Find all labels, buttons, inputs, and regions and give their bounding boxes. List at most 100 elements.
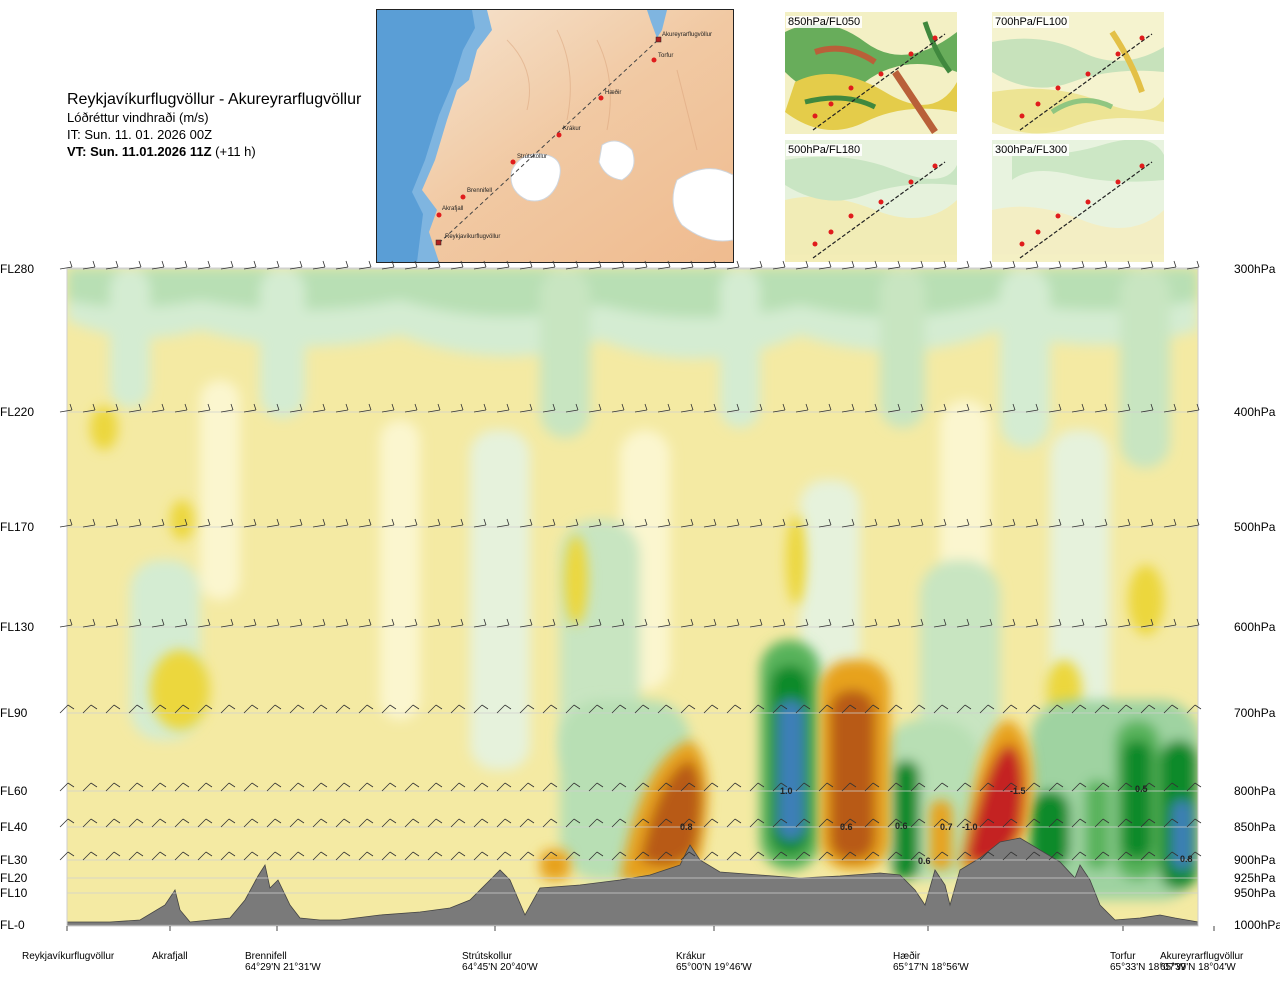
location-coordinates: 64°29'N 21°31'W: [245, 962, 321, 973]
mini-map-500-svg: [785, 140, 957, 262]
svg-text:Krákur: Krákur: [563, 126, 581, 132]
wind-barb: [220, 618, 234, 628]
wind-barb: [427, 518, 441, 528]
contour-label: 0.6: [840, 822, 853, 832]
wind-barb: [749, 618, 763, 628]
wind-barb: [795, 851, 811, 861]
wind-barb: [1002, 260, 1016, 270]
wind-barb: [726, 260, 740, 270]
wind-barb: [1140, 618, 1154, 628]
wind-barb: [243, 851, 259, 861]
wind-barb: [887, 260, 901, 270]
wind-barb: [542, 260, 556, 270]
wind-barb: [128, 618, 142, 628]
wind-barb: [151, 618, 165, 628]
issue-time: IT: Sun. 11. 01. 2026 00Z: [67, 127, 213, 142]
wind-barb: [841, 618, 855, 628]
location-label: Reykjavíkurflugvöllur: [22, 951, 114, 962]
wind-barb: [243, 403, 257, 413]
wind-barb: [726, 851, 742, 861]
wind-barb: [404, 403, 418, 413]
pressure-level-label: 850hPa: [1234, 820, 1276, 834]
wind-barb: [611, 818, 627, 828]
wind-barb: [1071, 704, 1087, 714]
wind-barb: [243, 704, 259, 714]
wind-barb: [1071, 782, 1087, 792]
wind-barb: [473, 704, 489, 714]
wind-barb: [496, 618, 510, 628]
wind-barb: [542, 818, 558, 828]
wind-barb: [887, 851, 903, 861]
wind-barb: [1002, 704, 1018, 714]
wind-barb: [128, 260, 142, 270]
wind-barb: [887, 782, 903, 792]
wind-barb: [1140, 782, 1156, 792]
wind-barb: [1094, 782, 1110, 792]
wind-barb: [1025, 618, 1039, 628]
wind-barb: [956, 518, 970, 528]
wind-barb: [588, 618, 602, 628]
wind-barb: [933, 518, 947, 528]
wind-barb: [197, 782, 213, 792]
wind-barb: [496, 518, 510, 528]
location-name: Hæðir: [893, 951, 921, 962]
wind-barb: [335, 818, 351, 828]
wind-barb: [404, 818, 420, 828]
wind-barb: [1002, 618, 1016, 628]
wind-barb: [841, 260, 855, 270]
wind-barb: [381, 704, 397, 714]
wind-barb: [1071, 618, 1085, 628]
mini-map-label: 700hPa/FL100: [993, 16, 1070, 28]
wind-barb: [266, 818, 282, 828]
wind-barb: [565, 518, 579, 528]
location-coordinates: 64°45'N 20°40'W: [462, 962, 538, 973]
mini-map-label: 850hPa/FL050: [786, 16, 863, 28]
wind-barb: [634, 260, 648, 270]
wind-barb: [82, 618, 96, 628]
flight-level-label: FL-0: [0, 918, 25, 932]
wind-barb: [772, 403, 786, 413]
level-lines: [67, 268, 1198, 926]
wind-barb: [59, 403, 73, 413]
wind-barb: [519, 618, 533, 628]
wind-barb: [266, 851, 282, 861]
wind-barb: [910, 618, 924, 628]
wind-barb: [289, 260, 303, 270]
wind-barb: [910, 518, 924, 528]
mini-map-700: 700hPa/FL100: [992, 12, 1164, 134]
wind-barb: [795, 704, 811, 714]
wind-barb: [358, 704, 374, 714]
wind-barb: [82, 851, 98, 861]
wind-barb: [496, 260, 510, 270]
wind-barb: [1186, 704, 1202, 714]
wind-barb: [220, 518, 234, 528]
wind-barb: [381, 403, 395, 413]
wind-barb: [450, 518, 464, 528]
wind-barb: [864, 704, 880, 714]
wind-barb: [910, 704, 926, 714]
wind-barb: [1186, 851, 1202, 861]
wind-barb: [611, 260, 625, 270]
wind-barb: [680, 618, 694, 628]
route-title: Reykjavíkurflugvöllur - Akureyrarflugvöl…: [67, 91, 362, 108]
wind-barb: [565, 704, 581, 714]
wind-barb: [634, 851, 650, 861]
wind-barb: [1094, 851, 1110, 861]
location-name: Brennifell: [245, 951, 287, 962]
wind-barb: [680, 851, 696, 861]
wind-barb: [105, 782, 121, 792]
wind-barb: [105, 618, 119, 628]
mini-map-700-svg: [992, 12, 1164, 134]
wind-barb: [565, 403, 579, 413]
wind-barb: [450, 618, 464, 628]
wind-barb: [151, 818, 167, 828]
wind-barb: [864, 518, 878, 528]
wind-barb: [266, 260, 280, 270]
wind-barb: [910, 782, 926, 792]
wind-barb: [358, 818, 374, 828]
title-block: Reykjavíkurflugvöllur - Akureyrarflugvöl…: [67, 90, 361, 160]
wind-barb: [979, 260, 993, 270]
wind-barb: [749, 260, 763, 270]
wind-barb: [174, 518, 188, 528]
wind-barb: [818, 618, 832, 628]
